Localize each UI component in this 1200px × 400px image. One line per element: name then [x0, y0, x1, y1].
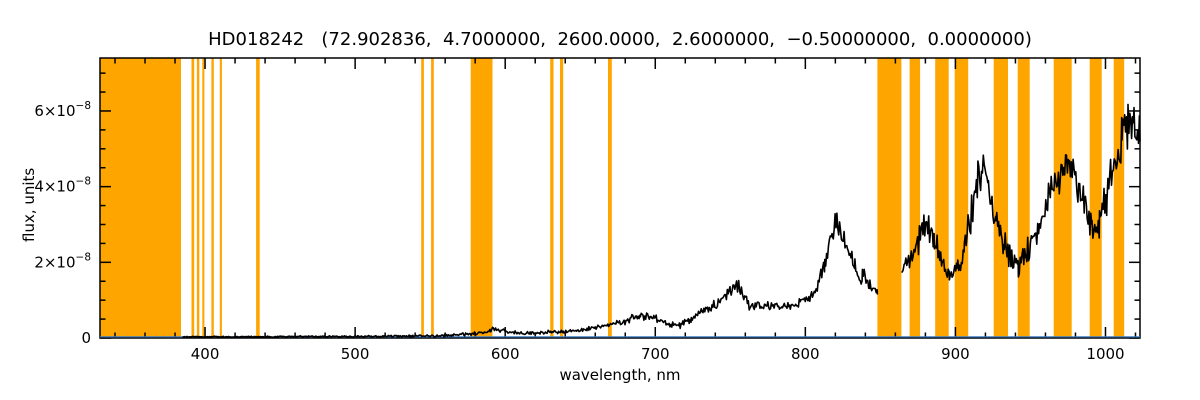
masked-band: [560, 58, 564, 338]
masked-band: [1017, 58, 1030, 338]
x-tick-label: 1000: [1086, 345, 1124, 363]
x-tick-label: 600: [491, 345, 520, 363]
y-axis-label: flux, units: [20, 167, 38, 242]
x-tick-label: 400: [191, 345, 220, 363]
tick-labels: 400 500 600 700 800 900 1000 0 2×10−8 4×10−8 6×10−…: [34, 100, 1124, 363]
masked-band: [935, 58, 949, 338]
masked-regions: [100, 58, 1125, 338]
masked-band: [211, 58, 214, 338]
chart-title: HD018242 (72.902836, 4.7000000, 2600.000…: [208, 29, 1032, 50]
x-tick-label: 900: [941, 345, 970, 363]
y-tick-label: 6×10−8: [34, 100, 91, 120]
masked-band: [993, 58, 1008, 338]
masked-band: [196, 58, 200, 338]
masked-band: [431, 58, 434, 338]
masked-band: [470, 58, 493, 338]
masked-band: [877, 58, 902, 338]
axes-frame: [99, 57, 1141, 339]
spectrum-line: [182, 212, 879, 339]
y-tick-label: 4×10−8: [34, 176, 91, 196]
x-tick-label: 700: [641, 345, 670, 363]
masked-band: [954, 58, 969, 338]
masked-band: [256, 58, 260, 338]
x-tick-label: 500: [341, 345, 370, 363]
masked-band: [608, 58, 612, 338]
masked-band: [202, 58, 205, 338]
masked-band: [191, 58, 195, 338]
y-tick-label: 0: [81, 329, 91, 347]
masked-band: [1053, 58, 1072, 338]
masked-band: [1113, 58, 1125, 338]
masked-band: [909, 58, 921, 338]
masked-band: [1089, 58, 1102, 338]
x-tick-label: 800: [791, 345, 820, 363]
x-axis-label: wavelength, nm: [559, 366, 681, 384]
masked-band: [100, 58, 181, 338]
y-tick-label: 2×10−8: [34, 251, 91, 271]
masked-band: [421, 58, 424, 338]
spectrum-line: [901, 103, 1141, 281]
masked-band: [219, 58, 222, 338]
masked-band: [550, 58, 554, 338]
